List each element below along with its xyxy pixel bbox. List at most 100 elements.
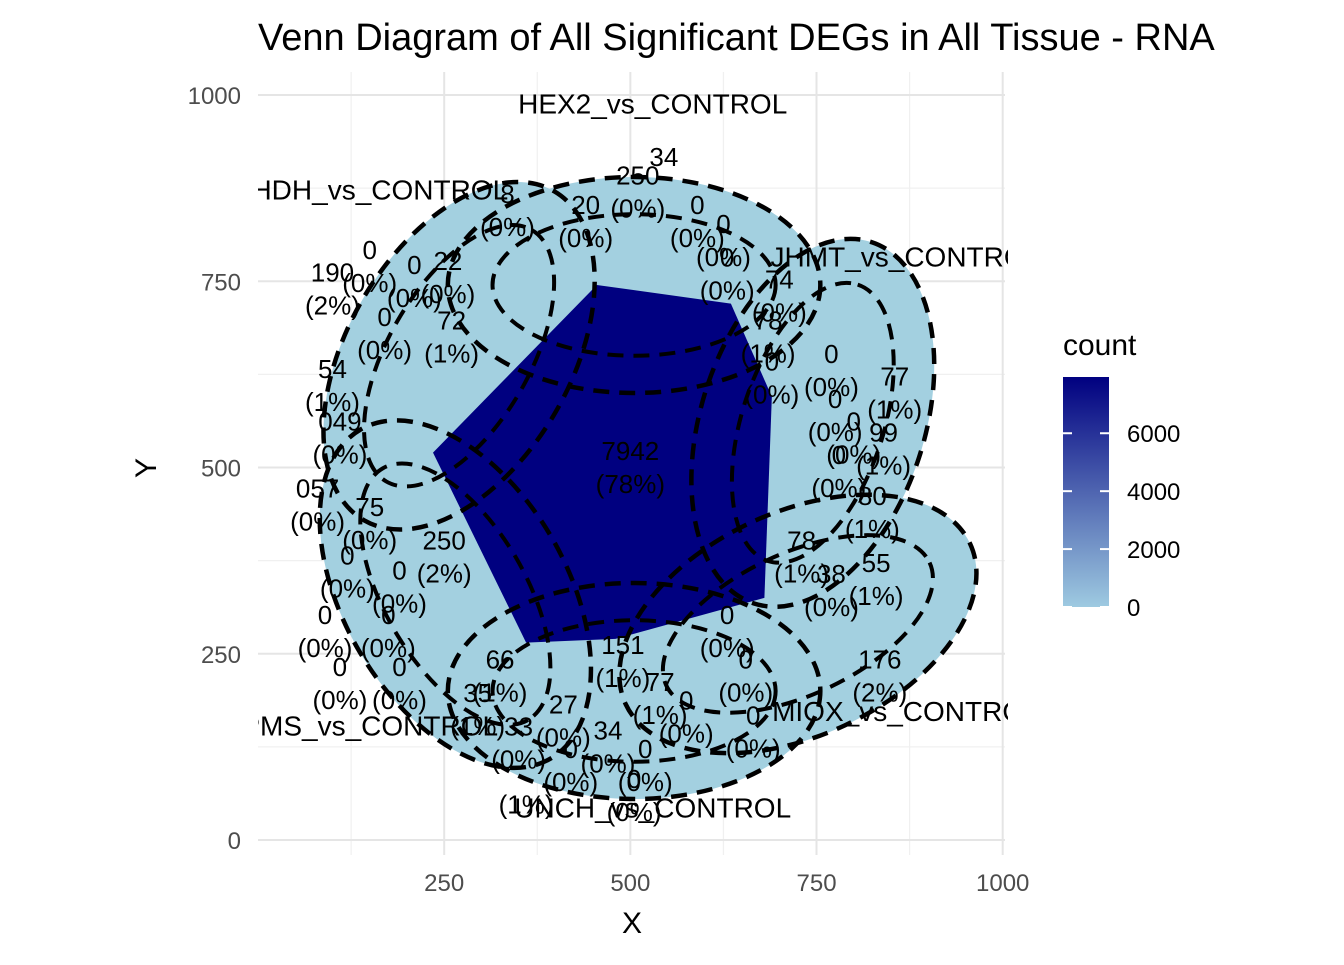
region-count: 54 [318, 354, 347, 384]
region-percent: (0%) [491, 745, 546, 775]
region-percent: (0%) [420, 279, 475, 309]
region-percent: (2%) [852, 678, 907, 708]
y-tick-label: 750 [201, 269, 241, 296]
region-label: 0(0%) [804, 339, 859, 402]
venn-set-outline [317, 418, 594, 771]
region-count: 7942 [601, 436, 659, 466]
set-label: PMS_vs_CONTROL [241, 711, 498, 742]
venn-set-outline [617, 492, 979, 756]
region-label: 0(0%) [372, 652, 427, 715]
region-percent: (0%) [298, 633, 353, 663]
region-label: 22(0%) [420, 246, 475, 309]
region-count: 0 [690, 190, 704, 220]
region-count: 0 [828, 384, 842, 414]
region-percent: (1%) [849, 581, 904, 611]
region-count: 0 [824, 339, 838, 369]
region-label: 0(0%) [312, 652, 367, 715]
venn-set-outline [445, 174, 823, 396]
region-count: 77 [880, 362, 909, 392]
legend-ticks: 0 2000 4000 6000 [1063, 421, 1180, 622]
region-label: 250(2%) [417, 525, 472, 588]
region-label: 0(0%) [670, 190, 725, 253]
region-count: 78 [754, 306, 783, 336]
region-count: 34 [594, 715, 623, 745]
region-percent: (1%) [867, 395, 922, 425]
region-label: 77(1%) [867, 362, 922, 425]
region-percent: (0%) [342, 525, 397, 555]
region-count: 190 [311, 257, 354, 287]
region-count: 80 [858, 481, 887, 511]
region-percent: (0%) [700, 633, 755, 663]
set-label: HEX2_vs_CONTROL [518, 89, 787, 120]
region-percent: (0%) [312, 685, 367, 715]
region-count: 0 [381, 600, 395, 630]
region-percent: (1%) [633, 700, 688, 730]
region-percent: (0%) [607, 797, 662, 827]
region-percent: (0%) [804, 592, 859, 622]
region-count: 0 [340, 540, 354, 570]
set-label: JHMT_vs_CONTROL [771, 241, 1042, 272]
region-label: 0(0%) [357, 302, 412, 365]
region-percent: (0%) [480, 212, 535, 242]
legend-title: count [1063, 329, 1137, 362]
legend-tick-label: 2000 [1127, 537, 1180, 564]
legend-tick-label: 0 [1127, 595, 1140, 622]
region-count: 77 [646, 667, 675, 697]
region-percent: (1%) [305, 387, 360, 417]
region-count: 22 [433, 246, 462, 276]
region-count: 55 [862, 548, 891, 578]
x-tick-label: 750 [797, 870, 837, 897]
region-count: 0 [392, 652, 406, 682]
venn-core-polygon [433, 284, 772, 643]
legend-tick-label: 4000 [1127, 479, 1180, 506]
region-percent: (0%) [361, 633, 416, 663]
region-percent: (0%) [312, 439, 367, 469]
region-count: 0 [746, 701, 760, 731]
y-tick-label: 1000 [188, 83, 241, 110]
region-count: 99 [869, 417, 898, 447]
region-percent: (1%) [424, 339, 479, 369]
region-label: 0(0%) [543, 734, 598, 797]
region-percent: (0%) [558, 223, 613, 253]
region-label: 0(0%) [726, 701, 781, 764]
region-percent: (78%) [596, 469, 665, 499]
region-label: 54(1%) [305, 354, 360, 417]
venn-inner-outline [660, 533, 935, 715]
region-label: 74(0%) [752, 265, 807, 328]
region-label: 190(2%) [305, 257, 360, 320]
region-percent: (1%) [741, 339, 796, 369]
region-label: 0(0%) [696, 209, 751, 272]
region-percent: (0%) [826, 439, 881, 469]
region-count: 8 [500, 179, 514, 209]
region-percent: (0%) [752, 298, 807, 328]
region-label: 66(1%) [473, 645, 528, 708]
region-label: 33(0%) [491, 712, 546, 775]
region-count: 35 [463, 678, 492, 708]
region-count: 0 [362, 235, 376, 265]
region-percent: (2%) [305, 290, 360, 320]
venn-core-region [433, 284, 772, 643]
region-label: 78(1%) [774, 525, 829, 588]
y-tick-label: 250 [201, 642, 241, 669]
region-label: 20(0%) [558, 190, 613, 253]
region-percent: (0%) [696, 242, 751, 272]
region-count: 74 [765, 265, 794, 295]
venn-inner-outline [362, 223, 557, 489]
region-count: 0 [564, 734, 578, 764]
legend: count 0 2000 4000 6000 [1063, 329, 1180, 622]
x-tick-label: 250 [424, 870, 464, 897]
region-label: 0(0%) [659, 686, 714, 749]
region-percent: (0%) [536, 722, 591, 752]
region-label: 049(0%) [312, 406, 367, 469]
region-percent: (0%) [744, 380, 799, 410]
region-count: 250 [616, 160, 659, 190]
region-percent: (0%) [811, 473, 866, 503]
region-label: 78(1%) [741, 306, 796, 369]
legend-tick-label: 6000 [1127, 421, 1180, 448]
region-count: 0 [407, 250, 421, 280]
region-count: 0 [716, 209, 730, 239]
region-label: 0(0%) [718, 645, 773, 708]
region-label: 27(0%) [536, 689, 591, 752]
